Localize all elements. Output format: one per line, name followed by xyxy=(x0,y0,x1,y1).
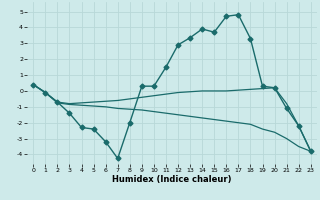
X-axis label: Humidex (Indice chaleur): Humidex (Indice chaleur) xyxy=(112,175,232,184)
